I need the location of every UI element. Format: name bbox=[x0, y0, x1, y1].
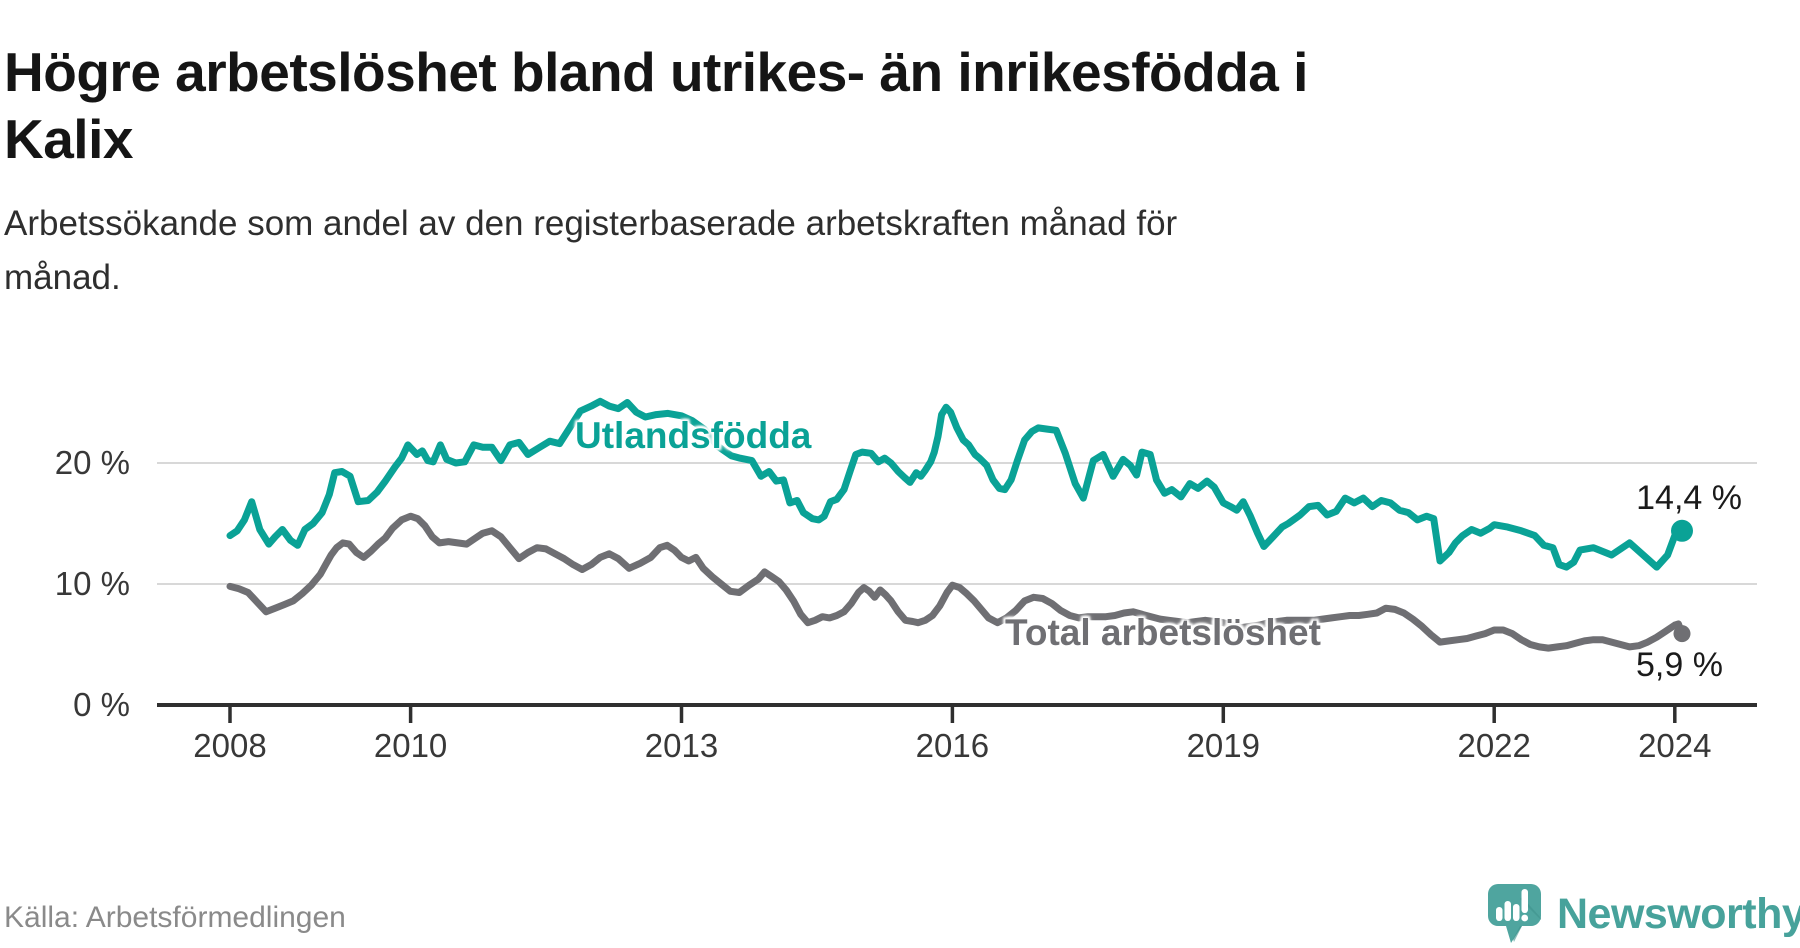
chart-subtitle-line-1: Arbetssökande som andel av den registerb… bbox=[4, 204, 1178, 243]
page-title-line-2: Kalix bbox=[4, 107, 133, 170]
x-axis-tick-label-2024: 2024 bbox=[1638, 727, 1712, 764]
y-axis-tick-label-20: 20 % bbox=[54, 444, 130, 481]
page-title: Högre arbetslöshet bland utrikes- än inr… bbox=[4, 39, 1744, 173]
series-label-total-arbetsloshet: Total arbetslöshet bbox=[1005, 612, 1321, 653]
page-title-line-1: Högre arbetslöshet bland utrikes- än inr… bbox=[4, 40, 1308, 103]
source-note: Källa: Arbetsförmedlingen bbox=[4, 901, 346, 934]
x-axis-tick-label-2016: 2016 bbox=[915, 727, 990, 764]
newsworthy-logo: Newsworthy bbox=[1486, 882, 1800, 946]
x-axis-tick-label-2008: 2008 bbox=[193, 727, 267, 764]
x-axis-tick-label-2013: 2013 bbox=[644, 727, 719, 764]
chart-subtitle: Arbetssökande som andel av den registerb… bbox=[4, 197, 1504, 305]
x-axis-tick-label-2010: 2010 bbox=[373, 727, 448, 764]
y-axis-tick-label-0: 0 % bbox=[73, 686, 130, 723]
series-end-dot-utlandsfodda bbox=[1671, 519, 1693, 542]
y-axis-tick-label-10: 10 % bbox=[54, 565, 130, 602]
series-label-utlandsfodda: Utlandsfödda bbox=[575, 415, 812, 456]
newsworthy-speech-bubble-chart-icon bbox=[1488, 884, 1541, 943]
x-axis-tick-label-2019: 2019 bbox=[1186, 727, 1260, 764]
x-axis-tick-label-2022: 2022 bbox=[1457, 727, 1531, 764]
series-line-utlandsfodda bbox=[226, 397, 1686, 571]
series-line-total bbox=[226, 512, 1686, 652]
series-end-dot-total bbox=[1673, 625, 1691, 643]
end-value-label-utlandsfodda: 14,4 % bbox=[1636, 479, 1742, 517]
end-value-label-total-arbetsloshet: 5,9 % bbox=[1636, 646, 1723, 684]
brand-name: Newsworthy bbox=[1557, 889, 1800, 938]
chart-subtitle-line-2: månad. bbox=[4, 258, 121, 297]
